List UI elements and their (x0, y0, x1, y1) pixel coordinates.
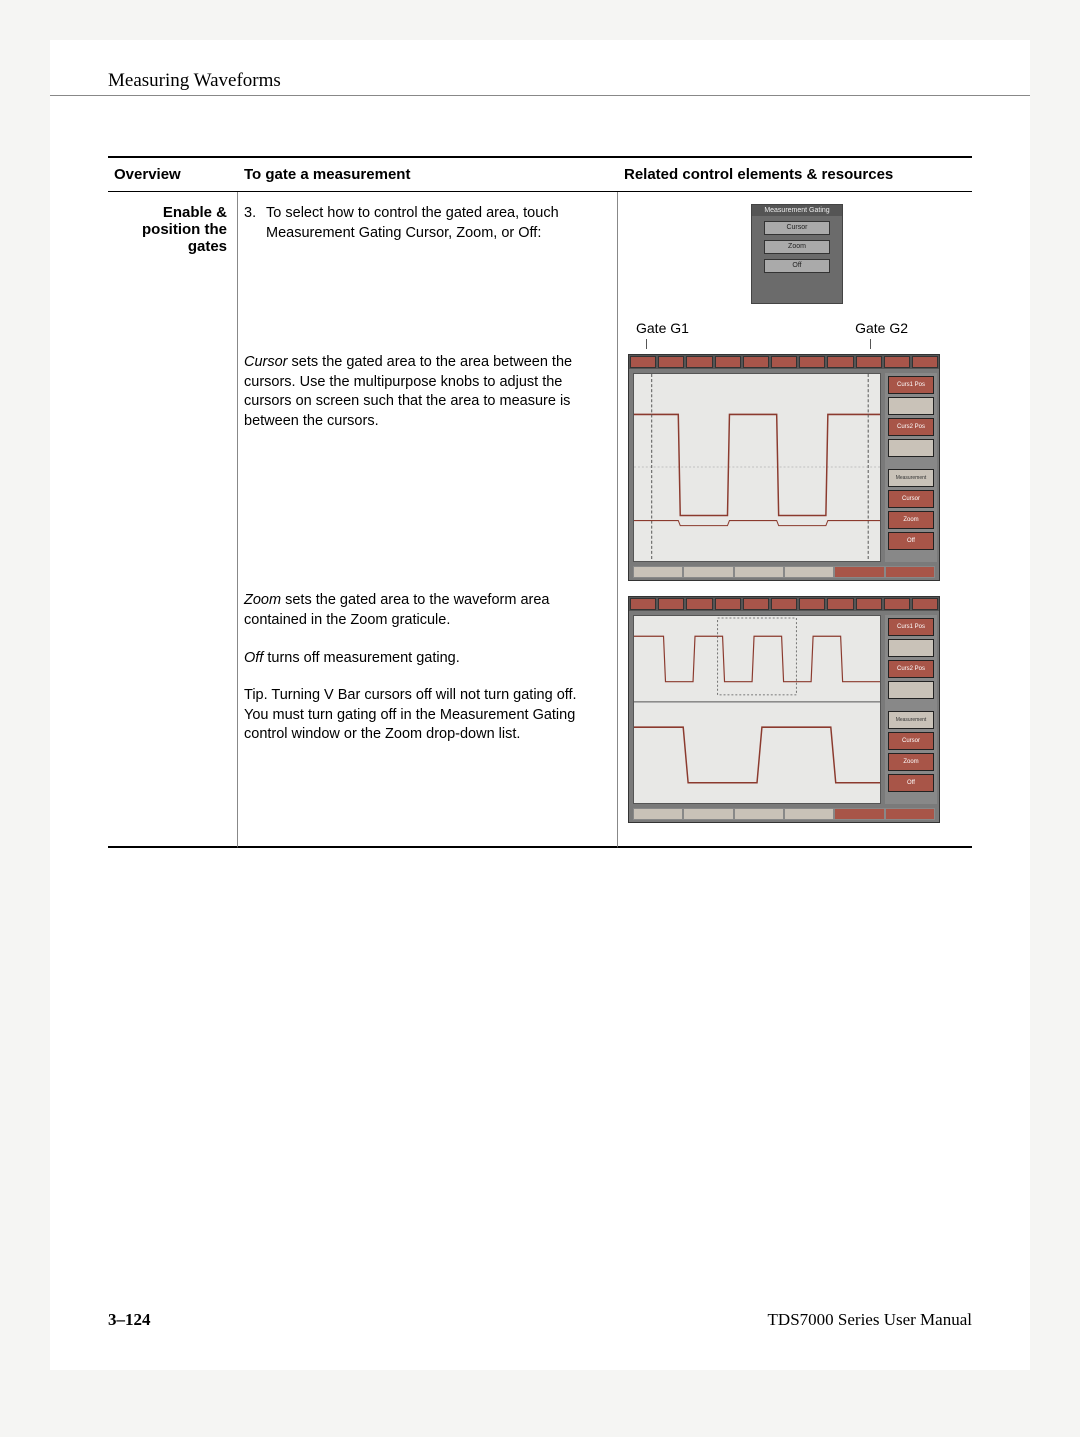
scope1-sbtn-off[interactable]: Off (888, 532, 934, 550)
cursor-rest: sets the gated area to the area between … (244, 354, 572, 429)
scope-screenshot-cursor: Curs1 Pos Curs2 Pos Measurement Gating C… (628, 354, 940, 581)
scope1-sbtn-curs2[interactable]: Curs2 Pos (888, 418, 934, 436)
tip-para: Tip. Turning V Bar cursors off will not … (244, 686, 603, 745)
scope2-top-tabs (629, 597, 939, 611)
gate-g1-label: Gate G1 (636, 319, 689, 337)
off-para: Off turns off measurement gating. (244, 649, 603, 669)
scope2-sbtn-curs1[interactable]: Curs1 Pos (888, 618, 934, 636)
scope2-side-panel: Curs1 Pos Curs2 Pos Measurement Gating C… (885, 615, 937, 804)
zoom-word: Zoom (244, 592, 281, 608)
related-cell: Measurement Gating Cursor Zoom Off Gate … (618, 192, 972, 848)
page: Measuring Waveforms Overview To gate a m… (50, 40, 1030, 1370)
gate-callout-lines (628, 339, 938, 349)
scope2-wave-area (633, 615, 881, 804)
scope1-wave-area (633, 373, 881, 562)
scope1-top-tabs (629, 355, 939, 369)
scope2-bottom-bar (633, 808, 935, 820)
scope1-side-panel: Curs1 Pos Curs2 Pos Measurement Gating C… (885, 373, 937, 562)
scope1-sbtn-cursor[interactable]: Cursor (888, 490, 934, 508)
scope2-sbtn-off[interactable]: Off (888, 774, 934, 792)
overview-cell: Enable & position the gates (108, 192, 238, 848)
zoom-rest: sets the gated area to the waveform area… (244, 592, 549, 628)
gating-btn-cursor[interactable]: Cursor (764, 221, 830, 235)
overview-label: Enable & position the gates (142, 204, 227, 255)
gate-labels: Gate G1 Gate G2 (628, 319, 938, 337)
scope2-sbtn-val2[interactable] (888, 681, 934, 699)
scope1-sbtn-zoom[interactable]: Zoom (888, 511, 934, 529)
scope2-sbtn-val1[interactable] (888, 639, 934, 657)
step-intro-block: 3. To select how to control the gated ar… (244, 204, 603, 243)
off-word: Off (244, 650, 263, 666)
cursor-word: Cursor (244, 354, 288, 370)
scope1-gating-label: Measurement Gating (888, 469, 934, 487)
page-number: 3–124 (108, 1310, 151, 1330)
page-footer: 3–124 TDS7000 Series User Manual (50, 1310, 1030, 1330)
col-header-related: Related control elements & resources (618, 158, 972, 192)
scope1-sbtn-curs1[interactable]: Curs1 Pos (888, 376, 934, 394)
scope2-sbtn-zoom[interactable]: Zoom (888, 753, 934, 771)
col-header-overview: Overview (108, 158, 238, 192)
off-rest: turns off measurement gating. (263, 650, 459, 666)
page-header: Measuring Waveforms (50, 70, 1030, 96)
zoom-para: Zoom sets the gated area to the waveform… (244, 591, 603, 630)
scope1-sbtn-val2[interactable] (888, 439, 934, 457)
gating-btn-off[interactable]: Off (764, 259, 830, 273)
cursor-para: Cursor sets the gated area to the area b… (244, 353, 603, 431)
step-number: 3. (244, 204, 262, 224)
gating-btn-zoom[interactable]: Zoom (764, 240, 830, 254)
scope1-sbtn-val1[interactable] (888, 397, 934, 415)
scope-screenshot-zoom: Curs1 Pos Curs2 Pos Measurement Gating C… (628, 596, 940, 823)
scope2-gating-label: Measurement Gating (888, 711, 934, 729)
gating-panel-title: Measurement Gating (752, 205, 842, 216)
scope2-sbtn-curs2[interactable]: Curs2 Pos (888, 660, 934, 678)
main-table: Overview To gate a measurement Related c… (108, 156, 972, 848)
gate-g2-label: Gate G2 (855, 319, 908, 337)
col-header-togate: To gate a measurement (238, 158, 618, 192)
scope1-bottom-bar (633, 566, 935, 578)
gating-control-window[interactable]: Measurement Gating Cursor Zoom Off (751, 204, 843, 304)
scope2-sbtn-cursor[interactable]: Cursor (888, 732, 934, 750)
manual-title: TDS7000 Series User Manual (768, 1310, 972, 1330)
step-intro: To select how to control the gated area,… (266, 204, 601, 243)
step-cell: 3. To select how to control the gated ar… (238, 192, 618, 848)
